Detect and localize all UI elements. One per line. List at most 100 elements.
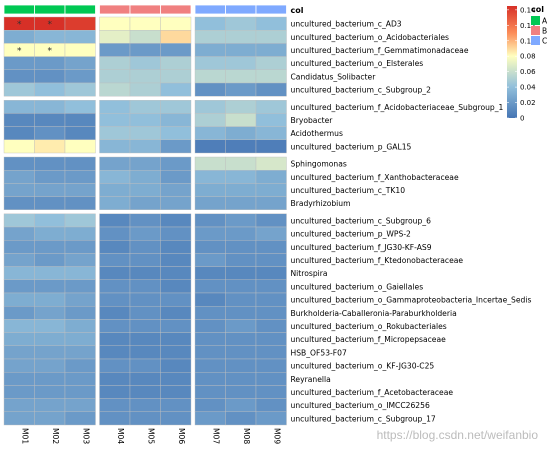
- heatmap-cell: [255, 99, 287, 114]
- heatmap-cell: [129, 16, 161, 31]
- heatmap-cell: [129, 126, 161, 140]
- heatmap-cell: [129, 279, 161, 294]
- heatmap-cell: [255, 16, 287, 31]
- heatmap-cell: [99, 398, 131, 413]
- heatmap-cell: [64, 345, 96, 360]
- colorbar-tick-label: 0.02: [520, 99, 536, 107]
- heatmap-cell: [255, 385, 287, 399]
- cell-annotation: *: [48, 47, 53, 57]
- heatmap-cell: [99, 292, 131, 307]
- column-label: M02: [51, 428, 60, 444]
- heatmap-cell: [225, 126, 257, 140]
- heatmap-cell: [255, 113, 287, 127]
- heatmap-cell: [129, 385, 161, 399]
- heatmap-cell: [194, 332, 226, 347]
- heatmap-cell: [34, 99, 66, 114]
- heatmap-cell: [129, 226, 161, 241]
- heatmap-cell: [194, 266, 226, 281]
- heatmap-cell: [255, 213, 287, 228]
- heatmap-cell: [99, 279, 131, 294]
- heatmap-cell: [160, 196, 192, 211]
- heatmap-cell: [129, 411, 161, 426]
- heatmap-cell: [225, 56, 257, 70]
- legend-label: A: [542, 17, 548, 26]
- heatmap-cell: [64, 279, 96, 294]
- heatmap-cell: [255, 69, 287, 84]
- heatmap-cell: [99, 156, 131, 171]
- heatmap-cell: [99, 43, 131, 57]
- heatmap-cell: [34, 292, 66, 307]
- heatmap-cell: [255, 156, 287, 171]
- heatmap-cell: [225, 372, 257, 386]
- heatmap-cell: [34, 306, 66, 320]
- heatmap-cell: [3, 345, 35, 360]
- heatmap-cell: [225, 332, 257, 347]
- row-label: uncultured_bacterium_o_Gaiellales: [291, 282, 424, 291]
- heatmap-cell: [3, 156, 35, 171]
- heatmap-cell: [160, 113, 192, 127]
- heatmap-cell: [99, 82, 131, 97]
- heatmap-cell: [225, 358, 257, 373]
- heatmap-cell: [3, 292, 35, 307]
- heatmap-cell: [34, 213, 66, 228]
- row-label: Nitrospira: [291, 269, 328, 278]
- column-label: M09: [272, 428, 281, 444]
- heatmap-cell: [194, 319, 226, 333]
- row-label: uncultured_bacterium_c_Subgroup_6: [291, 216, 432, 225]
- heatmap-cell: [3, 411, 35, 426]
- heatmap-cell: [64, 358, 96, 373]
- heatmap-cell: [3, 139, 35, 154]
- heatmap-cell: [99, 16, 131, 31]
- heatmap-cell: [194, 16, 226, 31]
- heatmap-cell: [129, 183, 161, 197]
- heatmap-cell: [129, 345, 161, 360]
- heatmap-cell: [225, 196, 257, 211]
- row-label: Acidothermus: [291, 129, 343, 138]
- heatmap-cell: [160, 30, 192, 44]
- heatmap-cell: [255, 292, 287, 307]
- heatmap-cell: [64, 183, 96, 197]
- heatmap-cell: [3, 358, 35, 373]
- column-group-cell: [225, 4, 257, 15]
- heatmap-cell: [160, 16, 192, 31]
- heatmap-cell: [99, 372, 131, 386]
- colorbar-tick-label: 0.1: [520, 37, 531, 45]
- heatmap-cell: [194, 385, 226, 399]
- row-label: uncultured_bacterium_f_JG30-KF-AS9: [291, 243, 432, 252]
- column-label: M07: [211, 428, 220, 444]
- heatmap-cell: [64, 319, 96, 333]
- column-group-cell: [129, 4, 161, 15]
- heatmap-cell: [34, 319, 66, 333]
- cell-annotation: *: [17, 47, 22, 57]
- heatmap-cell: [255, 372, 287, 386]
- heatmap-cell: [255, 169, 287, 184]
- column-group-cell: [64, 4, 96, 15]
- heatmap-cell: [255, 82, 287, 97]
- heatmap-cell: [225, 411, 257, 426]
- heatmap-cell: [160, 213, 192, 228]
- heatmap-cell: [3, 226, 35, 241]
- heatmap-cell: [194, 113, 226, 127]
- heatmap-cell: [34, 398, 66, 413]
- row-label: Burkholderia-Caballeronia-Paraburkholder…: [291, 309, 457, 318]
- heatmap-cell: [99, 30, 131, 44]
- column-group-cell: [194, 4, 226, 15]
- heatmap-cell: [99, 226, 131, 241]
- row-label: uncultured_bacterium_o_Acidobacteriales: [291, 33, 450, 42]
- heatmap-cell: [129, 253, 161, 267]
- heatmap-cell: [194, 99, 226, 114]
- heatmap-cell: [194, 411, 226, 426]
- heatmap-cell: [160, 239, 192, 254]
- column-group-cell: [160, 4, 192, 15]
- column-label: M03: [81, 428, 90, 444]
- heatmap-cell: [64, 82, 96, 97]
- heatmap-cell: [99, 196, 131, 211]
- row-label: uncultured_bacterium_f_Acidobacteriaceae…: [291, 103, 504, 112]
- heatmap-cell: [225, 345, 257, 360]
- heatmap-cell: [34, 266, 66, 281]
- heatmap-cell: [225, 292, 257, 307]
- heatmap-cell: [129, 156, 161, 171]
- heatmap-cell: [99, 99, 131, 114]
- row-label: uncultured_bacterium_o_Rokubacteriales: [291, 322, 447, 331]
- row-label: Bradyrhizobium: [291, 199, 351, 208]
